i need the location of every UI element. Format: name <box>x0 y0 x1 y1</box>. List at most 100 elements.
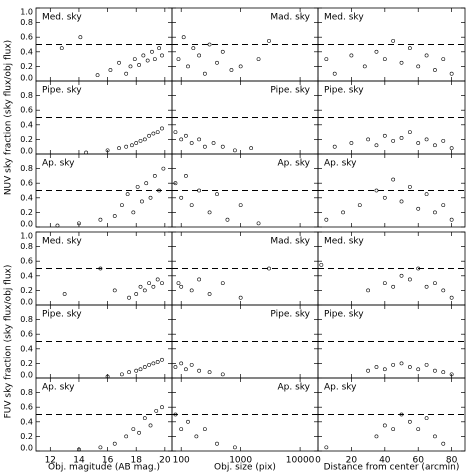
point <box>147 133 151 138</box>
point <box>151 284 156 289</box>
point <box>441 203 446 208</box>
point <box>160 357 164 362</box>
point <box>424 53 429 58</box>
point <box>416 266 421 271</box>
point <box>449 372 454 377</box>
point <box>145 58 150 63</box>
point <box>197 277 202 282</box>
point <box>138 284 143 289</box>
panel-label: Mad. sky <box>270 13 310 23</box>
y-axis-label: NUV sky fraction (sky flux/obj flux) <box>4 40 14 195</box>
point <box>399 199 404 204</box>
point <box>197 137 202 142</box>
point <box>441 57 446 62</box>
x-tick-label: 14 <box>73 456 85 466</box>
point <box>215 441 219 446</box>
point <box>407 365 412 369</box>
point <box>207 210 212 215</box>
point <box>391 38 396 43</box>
point <box>142 416 147 421</box>
x-tick-label: 12 <box>45 456 56 466</box>
y-tick-label: 1.0 <box>20 232 33 241</box>
point <box>189 203 194 208</box>
y-tick-label: 0.8 <box>20 164 33 173</box>
panel-label: Med. sky <box>42 13 82 23</box>
x-tick-label: 40 <box>379 456 391 466</box>
point <box>407 184 412 189</box>
point <box>141 53 146 58</box>
point <box>256 57 261 62</box>
y-tick-label: 0.4 <box>20 193 33 202</box>
y-tick-label: 0.6 <box>20 403 33 412</box>
point <box>399 412 404 417</box>
point <box>157 46 162 51</box>
point <box>433 210 437 215</box>
point <box>59 46 64 51</box>
point <box>197 368 202 373</box>
x-axis-label: Obj. magitude (AB mag.) <box>48 463 160 473</box>
point <box>135 184 140 189</box>
y-tick-label: 0.8 <box>20 315 33 324</box>
point <box>207 292 212 296</box>
point <box>324 445 329 450</box>
point <box>131 427 136 432</box>
point <box>366 288 371 293</box>
point <box>382 57 387 62</box>
point <box>134 368 139 373</box>
point <box>197 188 202 193</box>
point <box>382 423 387 428</box>
point <box>220 144 225 149</box>
point <box>416 206 421 211</box>
point <box>249 146 254 151</box>
point <box>140 199 144 204</box>
point <box>127 370 131 375</box>
panel-label: Med. sky <box>324 13 364 23</box>
point <box>382 195 387 200</box>
point <box>151 131 156 136</box>
point <box>138 138 143 143</box>
point <box>98 217 103 222</box>
point <box>324 57 329 62</box>
point <box>407 130 412 135</box>
point <box>225 217 230 222</box>
y-tick-label: 0.4 <box>20 344 33 353</box>
y-tick-label: 0.2 <box>20 359 33 368</box>
point <box>374 143 379 148</box>
point <box>134 292 139 296</box>
y-tick-label: 0.2 <box>20 62 33 71</box>
point <box>399 60 404 65</box>
point <box>267 266 271 271</box>
y-tick-label: 0.0 <box>20 298 33 307</box>
point <box>117 60 121 65</box>
point <box>449 217 454 222</box>
point <box>362 64 367 69</box>
point <box>391 177 396 182</box>
point <box>433 434 437 439</box>
panel-label: Mad. sky <box>270 237 310 247</box>
y-tick-label: 0.2 <box>20 286 33 295</box>
point <box>332 144 337 149</box>
panel-label: Ap. sky <box>324 383 357 393</box>
y-tick-label: 0.0 <box>20 147 33 156</box>
point <box>324 217 329 222</box>
point <box>433 281 437 286</box>
panel-label: Pipe. sky <box>324 310 364 320</box>
point <box>142 288 147 293</box>
point <box>382 281 387 286</box>
y-tick-label: 0.4 <box>20 271 33 280</box>
panel-label: Ap. sky <box>42 383 75 393</box>
point <box>160 126 164 131</box>
point <box>55 223 60 228</box>
point <box>147 362 151 367</box>
panel-label: Pipe. sky <box>324 86 364 96</box>
y-tick-label: 0.6 <box>20 33 33 42</box>
point <box>382 367 387 372</box>
point <box>238 203 243 208</box>
point <box>173 365 178 369</box>
x-axis-label: Obj. size (pix) <box>214 463 276 473</box>
point <box>95 73 100 78</box>
x-tick-label: 100 <box>173 456 190 466</box>
panel-label: Ap. sky <box>324 159 357 169</box>
point <box>157 188 162 193</box>
point <box>98 445 103 450</box>
